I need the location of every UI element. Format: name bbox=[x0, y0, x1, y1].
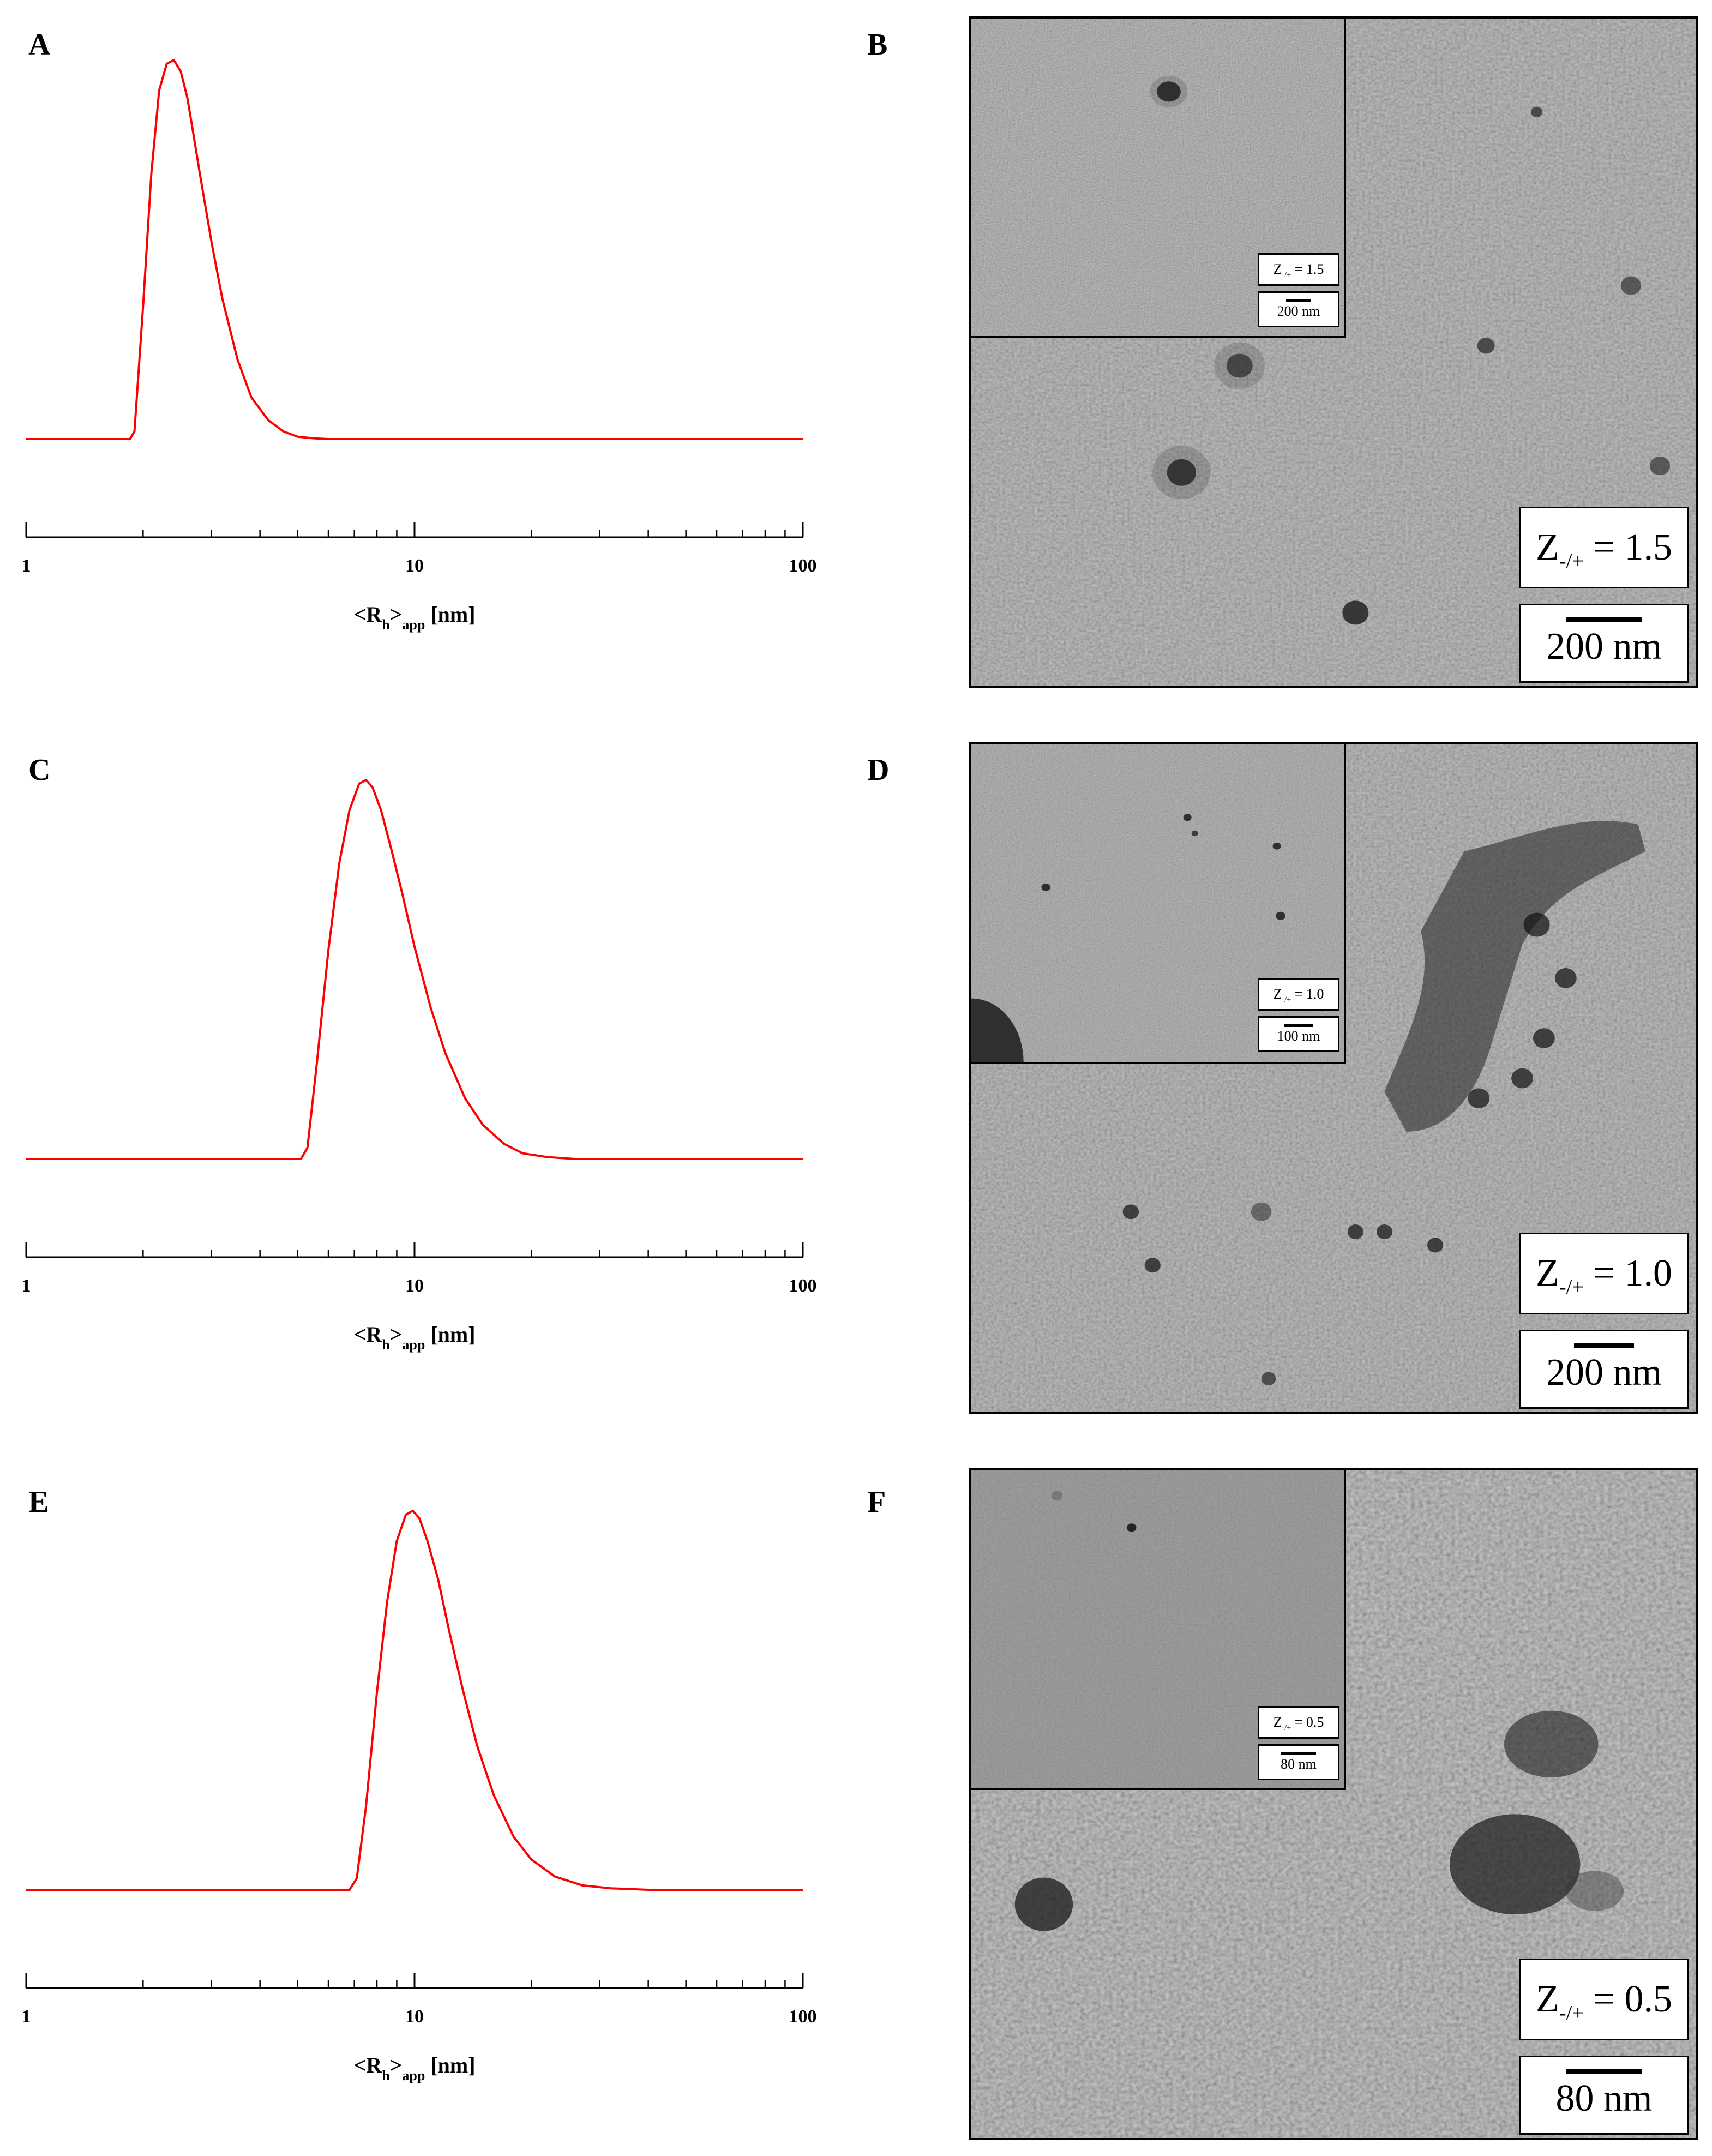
inset-scale-bar bbox=[1286, 299, 1311, 302]
tem-image-b: Z-/+ = 1.5 200 nm Z-/+ = 1.5 200 nm bbox=[969, 16, 1698, 688]
main-scale-bar bbox=[1566, 2069, 1642, 2074]
inset-label-box: Z-/+ = 1.0 bbox=[1258, 978, 1339, 1011]
main-scale-bar bbox=[1574, 1343, 1634, 1348]
main-scale-box: 200 nm bbox=[1519, 1330, 1689, 1409]
x-tick-label: 1 bbox=[22, 1276, 31, 1296]
x-axis-label: <Rh>app [nm] bbox=[353, 1322, 475, 1353]
main-label-box: Z-/+ = 0.5 bbox=[1519, 1959, 1689, 2040]
inset-scale-box: 200 nm bbox=[1258, 291, 1339, 327]
main-scale-box: 200 nm bbox=[1519, 604, 1689, 683]
chart-a: 1 10 100 <Rh>app [nm] bbox=[22, 59, 817, 633]
panel-letter-a: A bbox=[28, 28, 51, 62]
inset-label-box: Z-/+ = 0.5 bbox=[1258, 1706, 1339, 1739]
x-axis-label: <Rh>app [nm] bbox=[353, 2053, 475, 2083]
series-line bbox=[26, 59, 803, 440]
inset-scale-bar bbox=[1284, 1024, 1313, 1027]
inset-label-box: Z-/+ = 1.5 bbox=[1258, 253, 1339, 286]
chart-c: 1 10 100 <Rh>app [nm] bbox=[22, 779, 817, 1353]
panel-letter-e: E bbox=[28, 1485, 49, 1519]
x-tick-label: 100 bbox=[789, 556, 817, 576]
x-tick-label: 10 bbox=[405, 1276, 424, 1296]
panel-letter-d: D bbox=[867, 753, 890, 787]
x-tick-label: 100 bbox=[789, 2007, 817, 2027]
series-line bbox=[26, 779, 803, 1160]
main-label-box: Z-/+ = 1.0 bbox=[1519, 1233, 1689, 1314]
x-tick-label: 1 bbox=[22, 2007, 31, 2027]
x-tick-label: 1 bbox=[22, 556, 31, 576]
tem-inset-d: Z-/+ = 1.0 100 nm bbox=[971, 744, 1346, 1064]
inset-texture bbox=[971, 19, 1344, 336]
x-tick-label: 100 bbox=[789, 1276, 817, 1296]
inset-scale-box: 80 nm bbox=[1258, 1744, 1339, 1780]
main-scale-box: 80 nm bbox=[1519, 2056, 1689, 2135]
inset-scale-bar bbox=[1281, 1752, 1316, 1755]
tem-inset-f: Z-/+ = 0.5 80 nm bbox=[971, 1470, 1346, 1790]
inset-texture bbox=[971, 744, 1344, 1062]
chart-e: 1 10 100 <Rh>app [nm] bbox=[22, 1510, 817, 2083]
panel-letter-f: F bbox=[867, 1485, 886, 1519]
panel-letter-b: B bbox=[867, 28, 888, 62]
tem-image-f: Z-/+ = 0.5 80 nm Z-/+ = 0.5 80 nm bbox=[969, 1468, 1698, 2140]
inset-scale-box: 100 nm bbox=[1258, 1016, 1339, 1052]
x-tick-label: 10 bbox=[405, 2007, 424, 2027]
main-label-box: Z-/+ = 1.5 bbox=[1519, 507, 1689, 588]
x-tick-label: 10 bbox=[405, 556, 424, 576]
x-axis-label: <Rh>app [nm] bbox=[353, 602, 475, 633]
tem-image-d: Z-/+ = 1.0 100 nm Z-/+ = 1.0 200 nm bbox=[969, 742, 1698, 1414]
main-scale-bar bbox=[1566, 617, 1642, 622]
panel-letter-c: C bbox=[28, 753, 51, 787]
series-line bbox=[26, 1510, 803, 1891]
tem-inset-b: Z-/+ = 1.5 200 nm bbox=[971, 19, 1346, 338]
